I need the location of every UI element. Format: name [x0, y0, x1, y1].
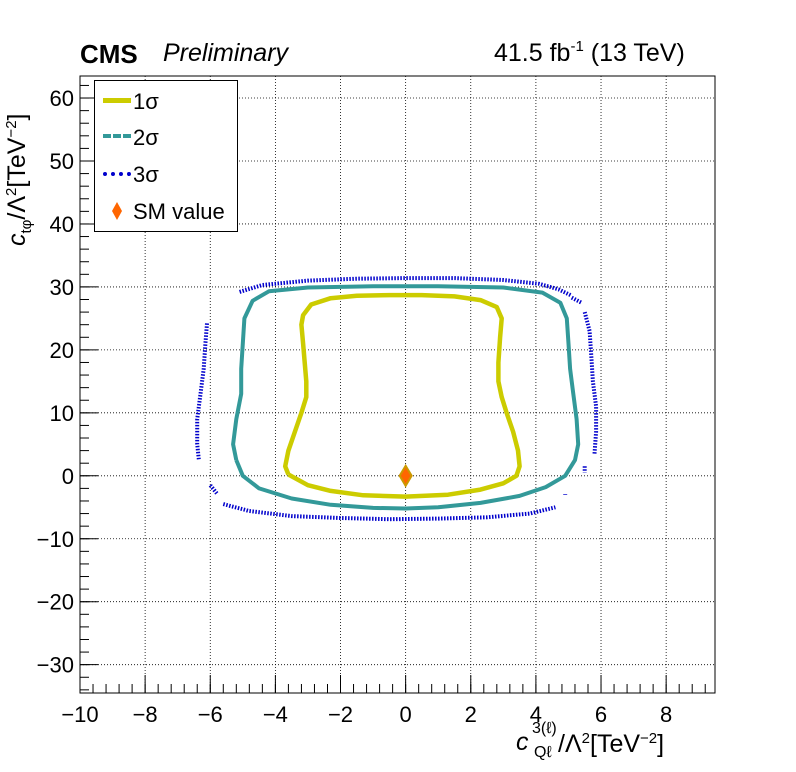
legend-item-1sigma: 1σ — [95, 83, 237, 119]
contour-2sigma — [231, 284, 581, 511]
x-title-sup: 3(ℓ) — [532, 720, 557, 737]
x-tick-label: 4 — [530, 702, 542, 727]
luminosity-label: 41.5 fb-1 (13 TeV) — [494, 39, 685, 66]
x-title-unit-end: ] — [657, 730, 665, 758]
sm-value-marker — [398, 463, 413, 488]
experiment-label: CMS — [80, 39, 138, 69]
y-title-rest: /Λ — [3, 195, 31, 220]
status-label: Preliminary — [163, 39, 289, 67]
x-tick-label: −10 — [61, 702, 98, 727]
legend: 1σ 2σ 3σ SM value — [94, 80, 238, 232]
y-axis-title: ctφ/Λ2[TeV−2] — [3, 113, 35, 247]
contour-3sigma-segment — [582, 311, 599, 454]
x-axis-title: c 3(ℓ) Qℓ/Λ2[TeV−2] — [516, 721, 665, 761]
legend-swatch-3sigma — [103, 172, 131, 176]
y-title-unit: [TeV — [3, 137, 31, 188]
contour-3sigma-segment — [208, 483, 219, 495]
y-tick-label: 60 — [50, 86, 74, 111]
x-tick-label: 2 — [465, 702, 477, 727]
legend-label-3sigma: 3σ — [133, 162, 159, 187]
legend-label-1sigma: 1σ — [133, 89, 159, 114]
y-tick-label: 20 — [50, 338, 74, 363]
legend-label-sm: SM value — [133, 199, 225, 224]
y-tick-label: 30 — [50, 275, 74, 300]
contour-1sigma — [282, 292, 522, 499]
contour-layer — [195, 276, 599, 522]
legend-swatch-1sigma — [103, 98, 131, 103]
x-title-base: c — [516, 728, 529, 756]
x-title-sub: Qℓ — [534, 744, 552, 761]
y-title-sub: tφ — [18, 219, 35, 234]
y-tick-label: −20 — [37, 590, 74, 615]
y-tick-label: −10 — [37, 527, 74, 552]
y-tick-label: 10 — [50, 401, 74, 426]
legend-swatch-2sigma — [103, 134, 131, 138]
y-tick-label: −30 — [37, 653, 74, 678]
legend-item-sm: SM value — [95, 193, 237, 229]
x-title-unit: [TeV — [590, 730, 641, 758]
x-title-rest-sup: 2 — [581, 730, 590, 747]
contour-3sigma-segment — [570, 295, 583, 305]
y-tick-label: 0 — [62, 464, 74, 489]
lumi-value: 41.5 fb — [494, 39, 571, 67]
sm-marker-layer — [398, 463, 413, 488]
lumi-exponent: -1 — [570, 38, 584, 55]
legend-item-3sigma: 3σ — [95, 156, 237, 192]
y-title-base: c — [3, 233, 31, 247]
x-title-unit-sup: −2 — [640, 730, 658, 747]
y-title-unit-sup: −2 — [3, 120, 20, 138]
x-tick-label: −4 — [263, 702, 288, 727]
legend-item-2sigma: 2σ — [95, 119, 237, 155]
x-tick-label: 8 — [660, 702, 672, 727]
y-title-rest-sup: 2 — [3, 187, 20, 196]
energy-label: (13 TeV) — [590, 39, 685, 67]
y-tick-label: 50 — [50, 149, 74, 174]
contour-3sigma-segment — [195, 323, 209, 461]
plot-frame — [79, 75, 716, 694]
x-title-rest: /Λ — [558, 730, 582, 758]
x-tick-label: −6 — [198, 702, 223, 727]
legend-label-2sigma: 2σ — [133, 125, 159, 150]
y-tick-label: 40 — [50, 212, 74, 237]
y-title-unit-end: ] — [3, 113, 31, 121]
x-tick-label: −2 — [328, 702, 353, 727]
x-tick-label: −8 — [133, 702, 158, 727]
x-tick-label: 6 — [595, 702, 607, 727]
sm-diamond-icon — [112, 202, 122, 220]
x-tick-label: 0 — [400, 702, 412, 727]
